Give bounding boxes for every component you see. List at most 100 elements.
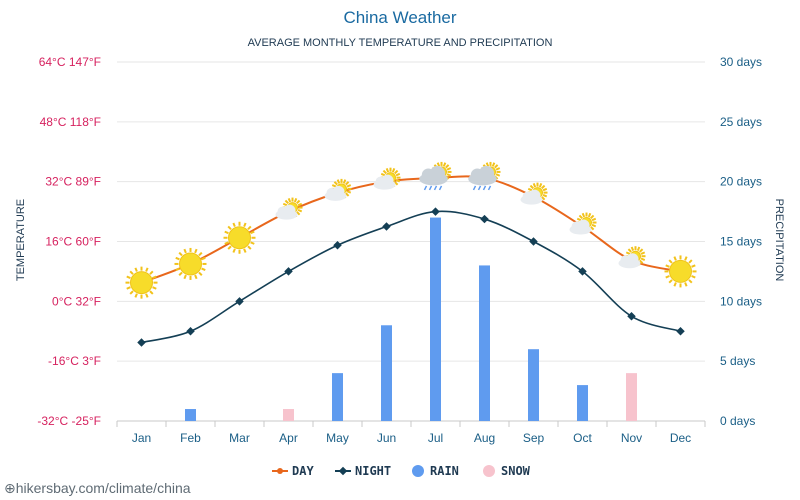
sun-ray — [224, 230, 229, 235]
sun-ray — [250, 230, 255, 235]
sun-ray — [688, 259, 693, 264]
sun-ray — [636, 246, 641, 252]
legend-swatch-dot — [412, 465, 424, 477]
y-tick-left-6: -32°C -25°F — [37, 414, 101, 428]
watermark: ⊕hikersbay.com/climate/china — [4, 480, 191, 497]
day-line — [141, 175, 681, 284]
sun-ray — [194, 248, 198, 254]
legend-label-snow: SNOW — [501, 464, 531, 478]
sun-ray — [640, 251, 646, 255]
night-point-jun — [382, 222, 391, 231]
sun-icon — [223, 221, 256, 254]
sun-ray — [201, 267, 206, 271]
x-tick-may: May — [326, 431, 349, 445]
partly-cloudy-icon — [618, 246, 646, 269]
sun-ray — [446, 173, 452, 177]
rain-drop — [487, 185, 492, 191]
rain-bar-aug — [479, 265, 490, 421]
sun-ray — [542, 187, 548, 192]
sun-ray — [346, 190, 352, 194]
legend: DAY NIGHT RAIN SNOW — [272, 464, 531, 478]
rain-cloud-icon — [468, 161, 501, 191]
sun-ray — [495, 173, 501, 177]
y-ticks-right: 30 days 25 days 20 days 15 days 10 days 5 day… — [720, 55, 762, 428]
sun-ray — [673, 282, 677, 287]
sun-ray — [542, 193, 548, 198]
legend-swatch-marker — [338, 466, 348, 476]
sun-icon — [174, 247, 207, 280]
cloud-puff — [429, 165, 446, 182]
y-tick-left-1: 48°C 118°F — [40, 115, 101, 129]
sun-ray — [665, 264, 670, 268]
y-tick-right-0: 30 days — [720, 55, 762, 69]
precipitation-bars — [185, 217, 637, 421]
sun-ray — [342, 179, 347, 184]
sun-icon — [664, 255, 697, 288]
sun-ray — [247, 245, 252, 250]
sun-ray — [336, 179, 341, 184]
sun-ray — [145, 267, 149, 272]
x-tick-jul: Jul — [428, 431, 443, 445]
sun-ray — [639, 259, 644, 264]
night-point-feb — [186, 327, 195, 336]
temperature-lines — [137, 175, 685, 347]
partly-cloudy-icon — [275, 197, 303, 220]
night-point-nov — [627, 312, 636, 321]
sun-ray — [297, 208, 303, 213]
sun-ray — [590, 226, 595, 231]
y-tick-left-0: 64°C 147°F — [39, 55, 101, 69]
rain-bar-sep — [528, 349, 539, 421]
night-point-oct — [578, 267, 587, 276]
sun-ray — [578, 214, 583, 220]
sun-ray — [395, 179, 401, 183]
y-tick-right-6: 0 days — [720, 414, 755, 428]
sun-ray — [630, 246, 635, 252]
sun-ray — [152, 275, 157, 279]
sun-ray — [640, 257, 646, 261]
sun-ray — [691, 275, 696, 279]
sun-ray — [232, 222, 236, 228]
x-tick-apr: Apr — [279, 431, 298, 445]
sun-ray — [149, 290, 154, 295]
sun-ray — [183, 274, 187, 280]
sun-ray — [538, 183, 543, 188]
x-ticks: Jan Feb Mar Apr May Jun Jul Aug Sep Oct Nov Dec — [116, 421, 706, 445]
cloud-puff — [577, 219, 590, 232]
sun-ray — [491, 162, 496, 167]
y-tick-left-2: 32°C 89°F — [45, 175, 101, 189]
sun-ray — [282, 202, 288, 207]
rain-bar-jun — [381, 325, 392, 421]
x-tick-feb: Feb — [180, 431, 201, 445]
sun-disc — [130, 271, 153, 295]
sun-ray — [198, 271, 203, 276]
y-axis-label-left: TEMPERATURE — [15, 199, 27, 281]
sun-disc — [179, 252, 202, 276]
sun-ray — [224, 241, 229, 245]
sun-ray — [665, 275, 670, 279]
sun-ray — [494, 164, 499, 169]
rain-cloud-icon — [419, 161, 452, 191]
sun-ray — [129, 290, 134, 295]
x-tick-jun: Jun — [377, 431, 396, 445]
legend-item-night: NIGHT — [335, 464, 391, 478]
rain-drop — [477, 185, 482, 191]
y-tick-right-5: 5 days — [720, 354, 755, 368]
sun-ray — [436, 162, 441, 167]
sun-ray — [527, 187, 533, 192]
snow-bar-nov — [626, 373, 637, 421]
sun-ray — [591, 217, 597, 222]
y-tick-right-4: 10 days — [720, 294, 762, 308]
weather-icons — [125, 161, 697, 299]
sun-ray — [333, 181, 338, 186]
cloud-puff — [381, 174, 394, 187]
sun-ray — [345, 192, 350, 197]
sun-ray — [581, 212, 586, 218]
sun-ray — [296, 211, 301, 216]
sun-ray — [149, 270, 154, 275]
globe-icon: ⊕ — [4, 480, 16, 496]
rain-drop — [428, 185, 433, 191]
y-ticks-left: 64°C 147°F 48°C 118°F 32°C 89°F 16°C 60°F 0°… — [37, 55, 101, 428]
rain-bar-feb — [185, 409, 196, 421]
sun-ray — [227, 245, 232, 250]
y-tick-right-2: 20 days — [720, 175, 762, 189]
